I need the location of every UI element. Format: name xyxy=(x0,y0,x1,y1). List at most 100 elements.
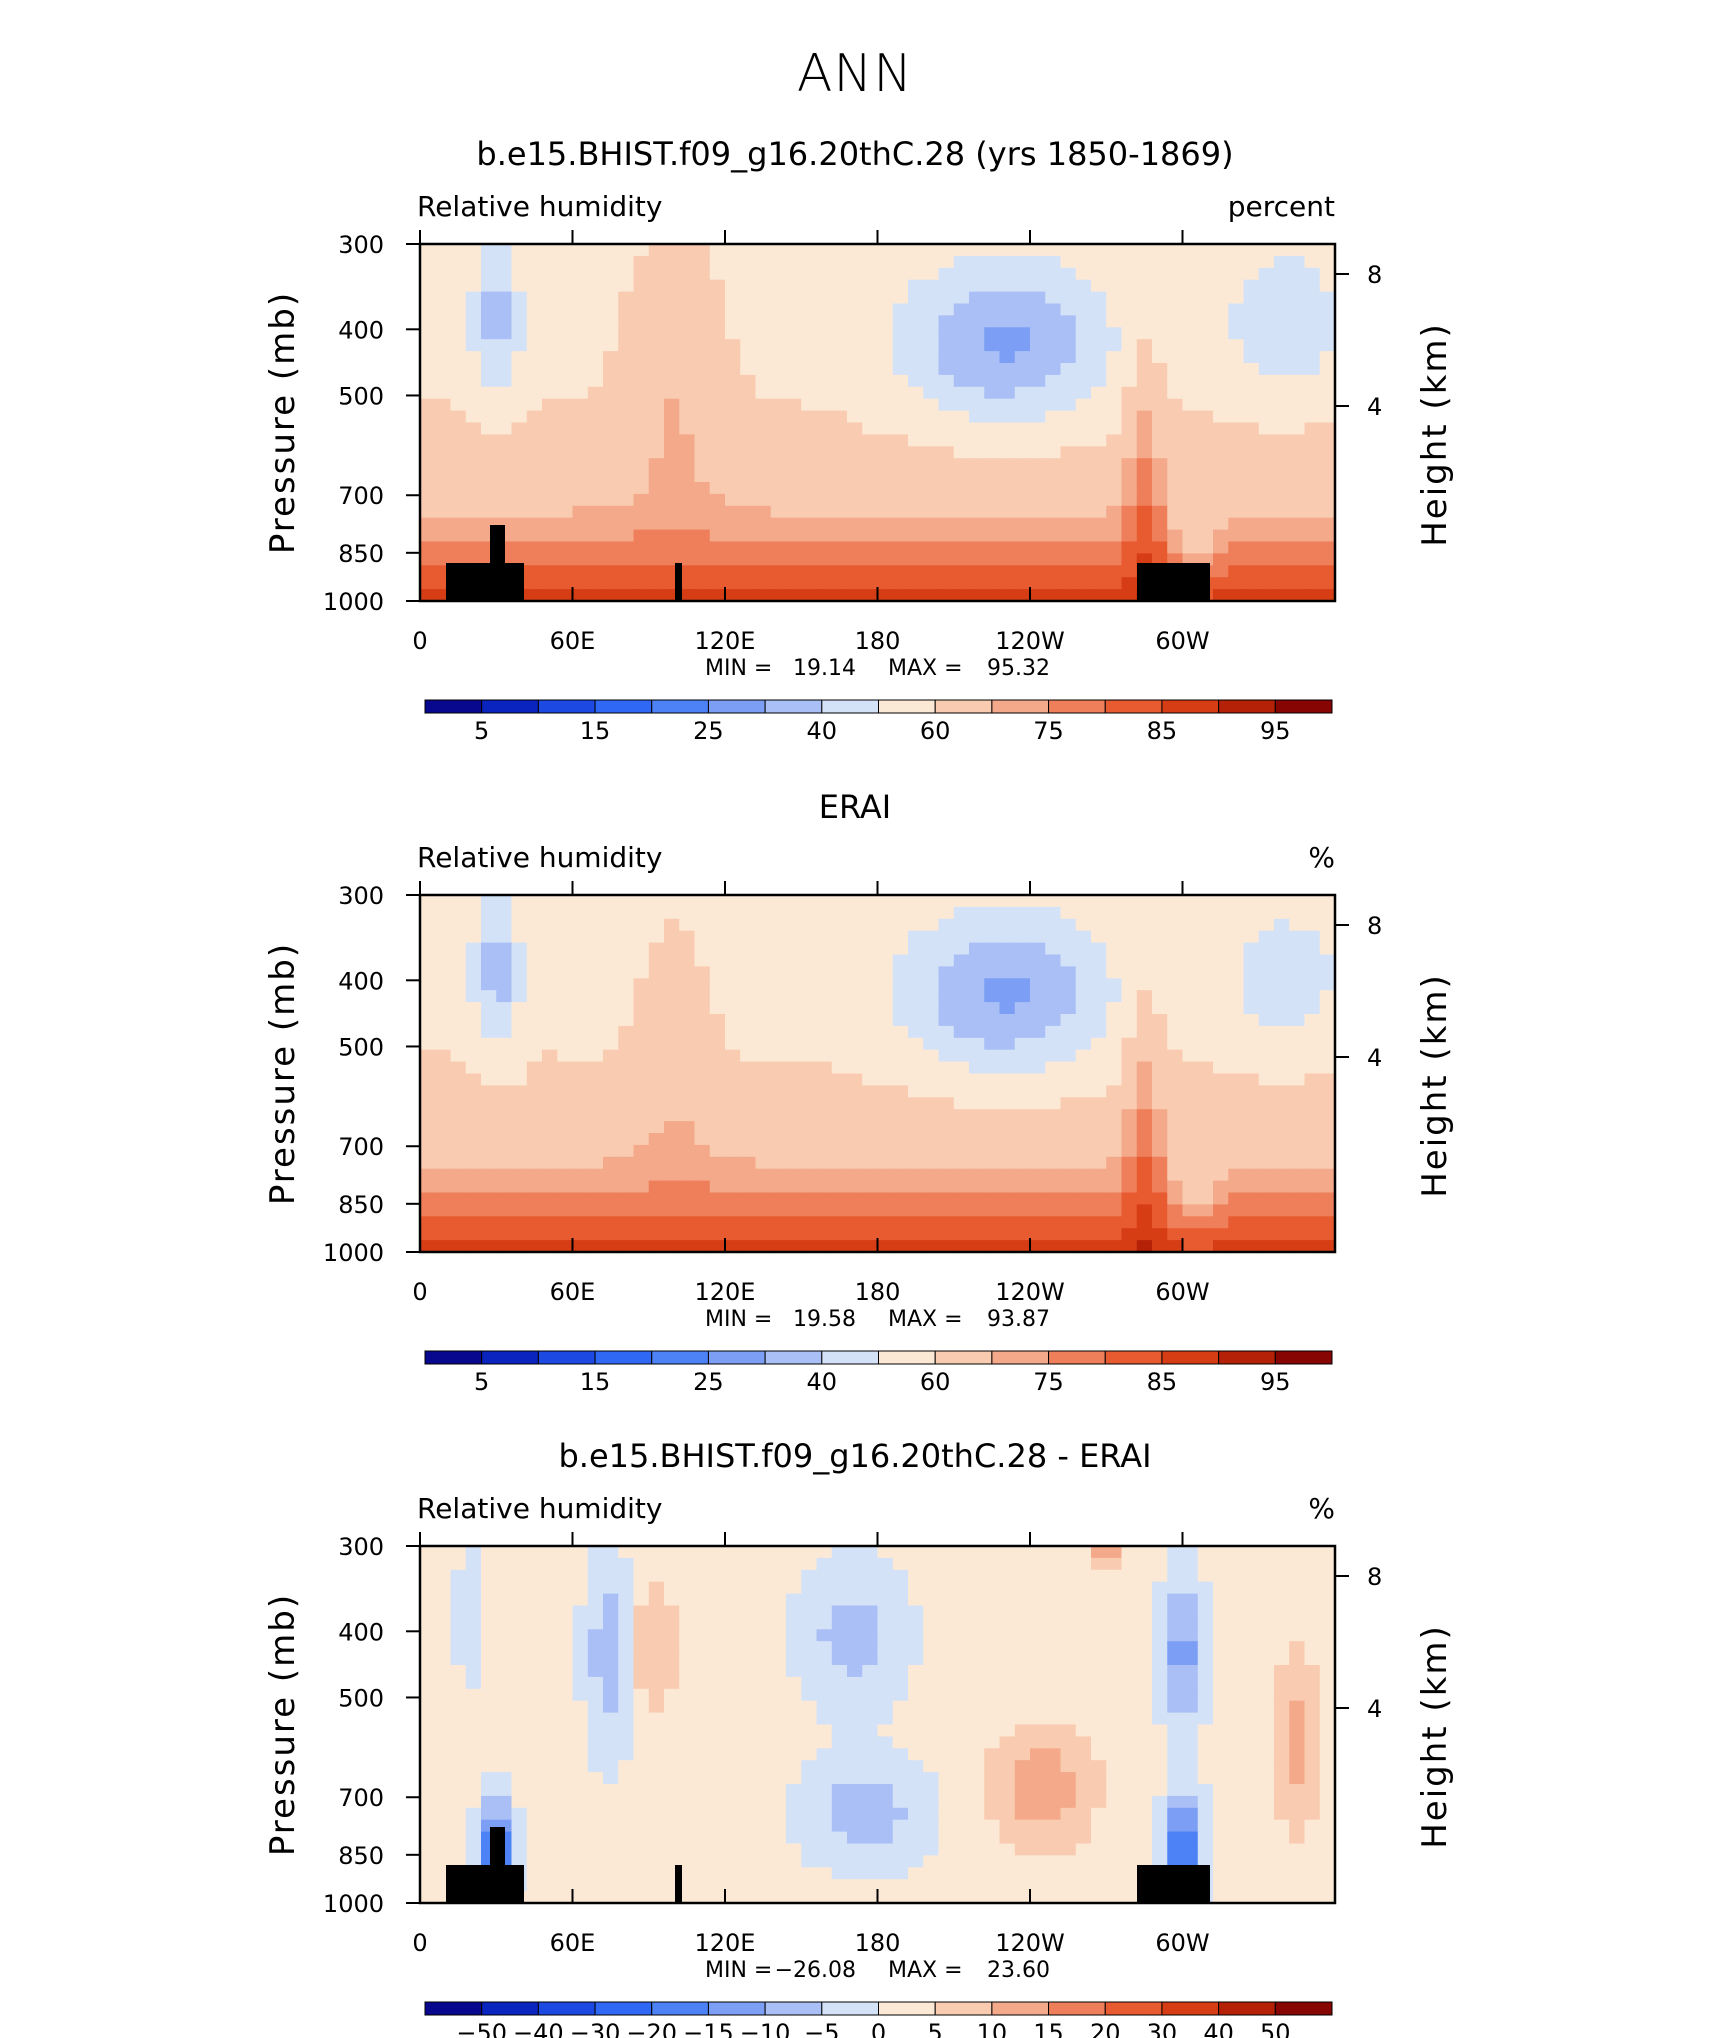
field-cell xyxy=(603,1760,619,1773)
field-cell xyxy=(953,918,970,932)
field-cell xyxy=(420,577,436,590)
field-cell xyxy=(862,895,879,908)
chart-panel-3: b.e15.BHIST.f09_g16.20thC.28 - ERAIRelat… xyxy=(263,1437,1455,2038)
field-cell xyxy=(1091,244,1107,257)
field-cell xyxy=(1121,918,1138,932)
field-cell xyxy=(1197,1228,1214,1241)
field-cell xyxy=(1030,1724,1046,1737)
field-cell xyxy=(862,1073,879,1086)
field-cell xyxy=(542,978,558,991)
field-cell xyxy=(587,1049,604,1063)
field-cell xyxy=(1258,1144,1275,1158)
field-cell xyxy=(557,1073,574,1086)
field-cell xyxy=(999,1168,1016,1182)
field-cell xyxy=(709,363,726,376)
field-cell xyxy=(511,1156,528,1170)
colorbar-label: 25 xyxy=(693,1368,724,1396)
field-cell xyxy=(557,410,574,424)
field-cell xyxy=(1121,565,1138,578)
field-cell xyxy=(1152,966,1168,979)
field-cell xyxy=(862,303,879,316)
field-cell xyxy=(511,1085,528,1098)
field-cell xyxy=(923,553,940,566)
field-cell xyxy=(1319,895,1336,908)
field-cell xyxy=(1304,1760,1321,1773)
field-cell xyxy=(953,1133,970,1146)
field-cell xyxy=(1106,990,1123,1003)
field-cell xyxy=(725,1569,741,1583)
field-cell xyxy=(923,363,940,376)
field-cell xyxy=(740,327,757,340)
field-cell xyxy=(633,279,650,293)
field-cell xyxy=(481,1665,497,1678)
field-cell xyxy=(953,895,970,908)
field-cell xyxy=(603,1240,619,1253)
field-cell xyxy=(1213,410,1229,424)
field-cell xyxy=(999,1240,1016,1253)
field-cell xyxy=(648,315,665,328)
field-cell xyxy=(999,1546,1016,1559)
field-cell xyxy=(953,1700,970,1714)
field-cell xyxy=(1197,1772,1214,1785)
colorbar-label: 5 xyxy=(474,1368,489,1396)
field-cell xyxy=(1243,1121,1260,1134)
field-cell xyxy=(1213,978,1229,991)
field-cell xyxy=(1228,1204,1245,1217)
field-cell xyxy=(725,1180,741,1194)
field-cell xyxy=(1182,1014,1199,1027)
field-cell xyxy=(709,1676,726,1690)
field-cell xyxy=(1304,327,1321,340)
field-cell xyxy=(969,1085,985,1098)
field-cell xyxy=(542,1784,558,1797)
field-cell xyxy=(1228,398,1245,412)
field-cell xyxy=(801,1688,818,1702)
field-cell xyxy=(664,966,680,979)
field-cell xyxy=(908,1085,924,1098)
field-cell xyxy=(420,1025,436,1039)
field-cell xyxy=(969,541,985,554)
field-cell xyxy=(648,1629,665,1642)
field-cell xyxy=(1182,374,1199,388)
field-cell xyxy=(557,1061,574,1075)
field-cell xyxy=(435,315,452,328)
field-cell xyxy=(1167,1712,1184,1726)
y-tick-label: 1000 xyxy=(323,588,384,616)
field-cell xyxy=(526,1724,543,1737)
field-cell xyxy=(465,895,482,908)
field-cell xyxy=(1182,529,1199,543)
field-cell xyxy=(557,363,574,376)
field-cell xyxy=(1228,1557,1245,1571)
field-cell xyxy=(603,1097,619,1110)
field-cell xyxy=(435,541,452,554)
field-cell xyxy=(1014,244,1031,257)
colorbar-swatch xyxy=(1104,1350,1163,1365)
field-cell xyxy=(786,1121,802,1134)
field-cell xyxy=(542,1037,558,1051)
field-cell xyxy=(1030,1653,1046,1666)
field-cell xyxy=(496,1204,513,1217)
field-cell xyxy=(801,351,818,364)
field-cell xyxy=(526,422,543,435)
field-cell xyxy=(953,1073,970,1086)
field-cell xyxy=(542,954,558,967)
field-cell xyxy=(511,1748,528,1761)
field-cell xyxy=(755,398,772,412)
field-cell xyxy=(801,374,818,388)
field-cell xyxy=(1106,1676,1123,1690)
field-cell xyxy=(420,1216,436,1229)
field-cell xyxy=(1213,1097,1229,1110)
field-cell xyxy=(420,363,436,376)
field-cell xyxy=(465,374,482,388)
min-label: MIN = xyxy=(705,656,772,681)
field-cell xyxy=(740,244,757,257)
field-cell xyxy=(999,1216,1016,1229)
field-cell xyxy=(420,1712,436,1726)
field-cell xyxy=(1182,1629,1199,1642)
field-cell xyxy=(877,1049,894,1063)
field-cell xyxy=(1274,1144,1290,1158)
field-cell xyxy=(938,279,955,293)
field-cell xyxy=(816,279,833,293)
field-cell xyxy=(496,1144,513,1158)
field-cell xyxy=(572,1133,589,1146)
field-cell xyxy=(679,279,696,293)
